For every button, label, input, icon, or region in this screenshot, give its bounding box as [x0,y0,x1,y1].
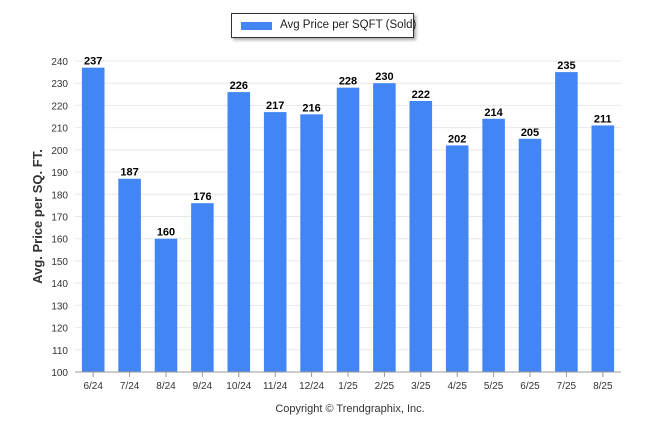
x-tick-label: 1/25 [338,381,358,392]
data-label: 176 [193,191,211,203]
bar[interactable] [227,92,251,372]
x-tick-label: 6/24 [83,381,103,392]
bar[interactable] [118,178,141,372]
bar[interactable] [263,112,287,372]
x-tick-label: 10/24 [226,381,251,392]
y-tick-label: 160 [51,235,68,246]
data-label: 230 [375,71,393,83]
bar[interactable] [154,238,178,372]
y-tick-label: 240 [51,57,68,68]
y-tick-label: 180 [51,190,68,201]
y-axis-title: Avg. Price per SQ. FT. [30,149,45,284]
x-axis-ticks: 6/24 7/24 8/24 9/24 10/24 11/24 12/24 1/25 2/25 3… [83,372,613,392]
y-tick-label: 210 [51,124,68,135]
x-tick-label: 5/25 [484,381,504,392]
data-label: 202 [448,133,466,145]
data-label: 228 [339,76,357,88]
data-label: 235 [557,60,575,72]
y-tick-label: 200 [51,146,68,157]
data-label: 217 [266,100,284,112]
y-tick-label: 230 [51,79,68,90]
data-label: 226 [230,80,248,92]
y-axis-ticks: 100 110 120 130 140 150 160 170 180 190 200 210 220 2… [51,57,68,379]
y-tick-label: 170 [51,213,68,224]
x-tick-label: 3/25 [411,381,431,392]
y-tick-label: 110 [52,346,68,357]
copyright-credit: Copyright © Trendgraphix, Inc. [275,403,425,415]
y-tick-label: 150 [51,257,68,268]
legend-swatch [241,22,272,30]
y-tick-label: 120 [51,324,68,335]
y-tick-label: 130 [51,301,68,312]
y-tick-label: 220 [51,101,68,112]
legend[interactable]: Avg Price per SQFT (Sold) [231,13,417,38]
x-tick-label: 2/25 [375,381,395,392]
bar[interactable] [445,145,469,372]
bar[interactable] [300,114,323,373]
x-tick-label: 11/24 [263,381,288,392]
legend-label: Avg Price per SQFT (Sold) [280,19,417,31]
bar[interactable] [409,100,433,372]
x-tick-label: 8/24 [156,381,176,392]
x-tick-label: 7/24 [120,381,140,392]
bar[interactable] [336,87,360,373]
data-label: 187 [120,167,138,179]
data-labels: 237 187 160 176 226 217 216 228 230 222 202 214 205 2… [84,56,612,239]
y-tick-label: 100 [51,368,68,379]
x-tick-label: 4/25 [447,381,467,392]
data-label: 205 [521,127,539,139]
bar[interactable] [191,203,214,372]
x-tick-label: 6/25 [520,381,540,392]
bars [81,67,615,373]
bar[interactable] [482,118,505,372]
data-label: 216 [302,102,320,114]
data-label: 214 [484,107,503,119]
x-tick-label: 7/25 [557,381,577,392]
bar[interactable] [373,83,396,372]
y-tick-label: 190 [51,168,68,179]
bar[interactable] [555,72,578,372]
x-tick-label: 8/25 [593,381,613,392]
data-label: 211 [594,113,612,125]
x-tick-label: 9/24 [193,381,213,392]
x-tick-label: 12/24 [299,381,324,392]
bar[interactable] [81,67,105,373]
data-label: 160 [157,227,175,239]
data-label: 222 [412,89,430,101]
data-label: 237 [84,56,102,68]
y-tick-label: 140 [51,279,68,290]
bar[interactable] [591,125,615,373]
bar[interactable] [518,138,542,372]
